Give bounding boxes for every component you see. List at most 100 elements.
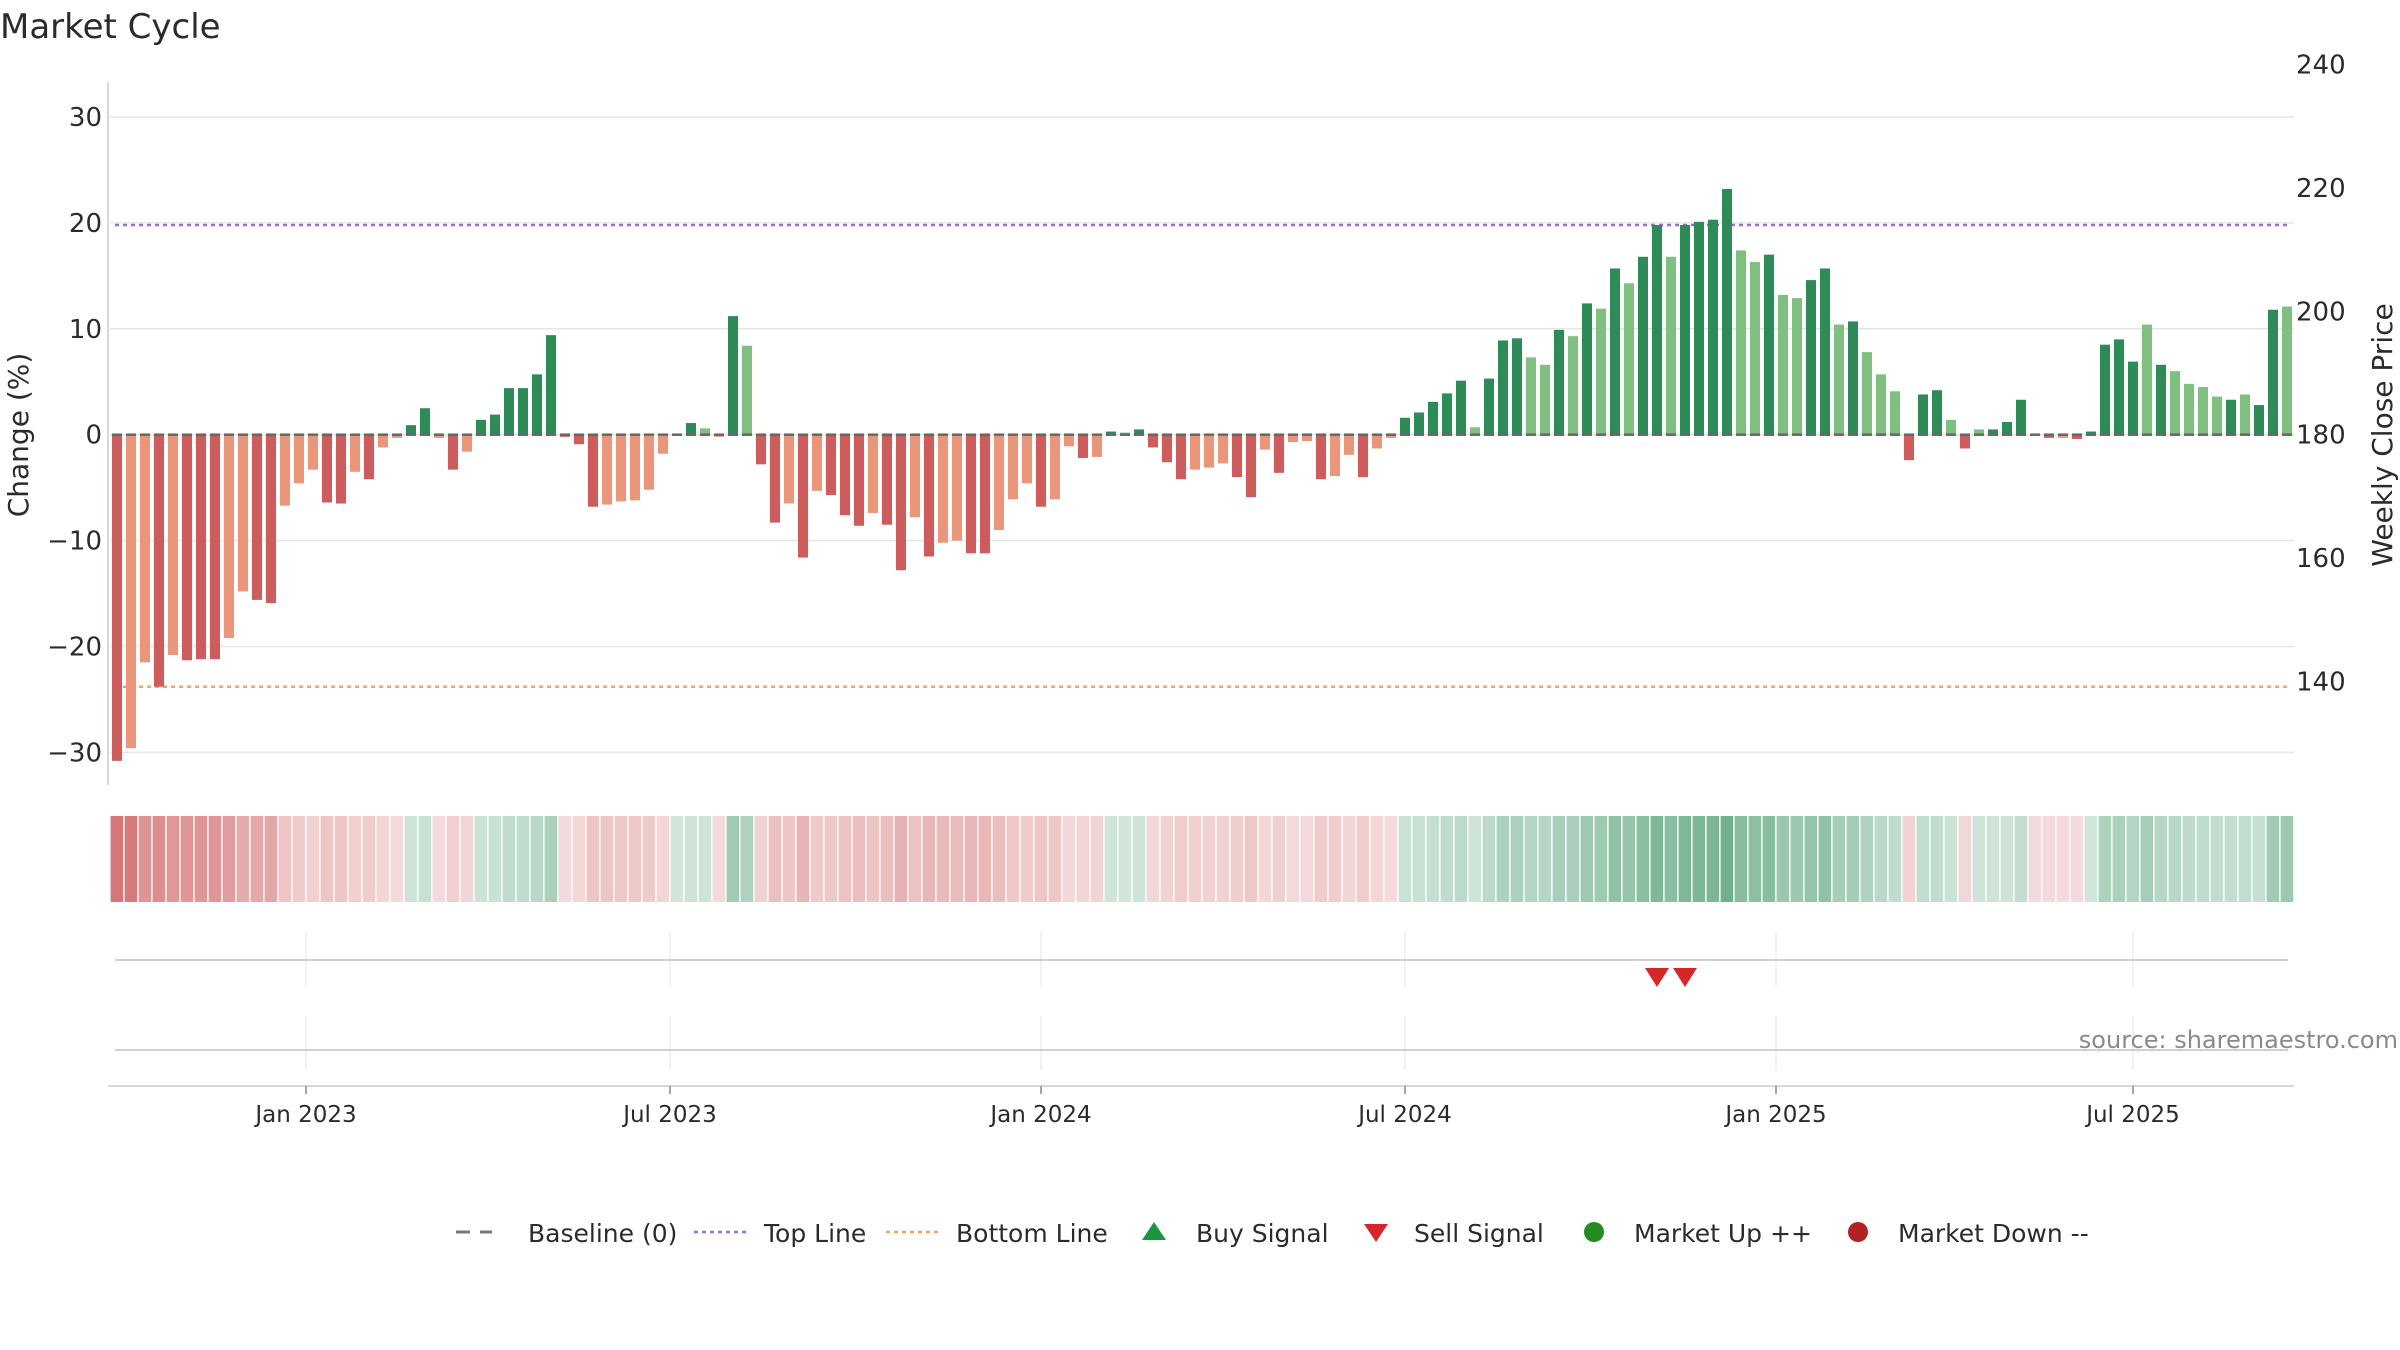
bar: [1539, 364, 1551, 435]
bar: [2113, 339, 2125, 435]
heat-cell: [1720, 816, 1734, 902]
bar: [797, 434, 809, 558]
x-tick-label: Jan 2024: [988, 1102, 1091, 1128]
bar: [531, 374, 543, 435]
bar: [587, 434, 599, 507]
heat-cell: [1930, 816, 1944, 902]
heat-cell: [950, 816, 964, 902]
heat-cell: [278, 816, 292, 902]
heat-cell: [810, 816, 824, 902]
heat-cell: [432, 816, 446, 902]
heat-cell: [138, 816, 152, 902]
bar: [1483, 378, 1495, 435]
legend: Baseline (0) Top Line Bottom Line Buy Signa…: [456, 1219, 2089, 1248]
x-tick-label: Jan 2023: [253, 1102, 356, 1128]
heat-cell: [600, 816, 614, 902]
heat-cell: [2126, 816, 2140, 902]
heat-cell: [2154, 816, 2168, 902]
heat-cell: [292, 816, 306, 902]
bar: [1427, 401, 1439, 435]
bar: [615, 434, 627, 502]
bar: [2071, 434, 2083, 439]
heat-cell: [1006, 816, 1020, 902]
heat-cell: [1300, 816, 1314, 902]
bar: [447, 434, 459, 470]
bar: [1973, 429, 1985, 435]
heat-cell: [1496, 816, 1510, 902]
heat-cell: [152, 816, 166, 902]
heat-cell: [110, 816, 124, 902]
heat-cell: [1818, 816, 1832, 902]
heat-cell: [2014, 816, 2028, 902]
heat-cell: [222, 816, 236, 902]
bar: [573, 434, 585, 445]
heat-cell: [1118, 816, 1132, 902]
heat-cell: [614, 816, 628, 902]
heat-cell: [558, 816, 572, 902]
bar: [839, 434, 851, 516]
heat-cell: [740, 816, 754, 902]
y-tick-label: 30: [69, 103, 102, 133]
chart-title: Market Cycle: [0, 7, 221, 47]
heat-cell: [194, 816, 208, 902]
heat-cell: [1958, 816, 1972, 902]
bar: [1875, 374, 1887, 435]
heat-cell: [1328, 816, 1342, 902]
bar: [1777, 294, 1789, 435]
bar: [923, 434, 935, 557]
bar: [727, 316, 739, 435]
heat-cell: [264, 816, 278, 902]
heat-cell: [1216, 816, 1230, 902]
heat-cell: [1608, 816, 1622, 902]
sell-signal-marker: [1645, 968, 1669, 987]
y2-tick-label: 220: [2296, 174, 2346, 204]
bar: [321, 434, 333, 503]
bar: [951, 434, 963, 541]
bar: [1861, 352, 1873, 435]
bar: [139, 434, 151, 663]
heat-cell: [1664, 816, 1678, 902]
heat-cell: [488, 816, 502, 902]
heat-cell: [1860, 816, 1874, 902]
bar: [1399, 417, 1411, 435]
heat-cell: [544, 816, 558, 902]
bar: [867, 434, 879, 514]
bar: [1385, 434, 1397, 438]
bar: [1049, 434, 1061, 500]
bar: [1357, 434, 1369, 478]
bar: [2267, 309, 2279, 435]
heat-cell: [1202, 816, 1216, 902]
legend-item-icon: [1364, 1224, 1388, 1242]
heat-cell: [348, 816, 362, 902]
bar: [1763, 254, 1775, 435]
heat-cell: [1020, 816, 1034, 902]
bar: [783, 434, 795, 504]
bar: [1917, 394, 1929, 435]
heat-cell: [2084, 816, 2098, 902]
heat-cell: [642, 816, 656, 902]
heat-cell: [1510, 816, 1524, 902]
y-axis-label: Change (%): [2, 353, 35, 518]
heat-cell: [2000, 816, 2014, 902]
heat-cell: [656, 816, 670, 902]
heat-cell: [2112, 816, 2126, 902]
heat-cell: [894, 816, 908, 902]
y2-tick-label: 160: [2296, 544, 2346, 574]
bar: [1203, 434, 1215, 468]
bar: [307, 434, 319, 470]
bar: [1189, 434, 1201, 470]
bar: [601, 434, 613, 505]
bar: [2141, 324, 2153, 435]
bar: [1819, 268, 1831, 435]
heat-cell: [1748, 816, 1762, 902]
heat-cell: [698, 816, 712, 902]
legend-label: Buy Signal: [1196, 1219, 1329, 1248]
y-tick-label: 10: [69, 315, 102, 345]
heat-cell: [1034, 816, 1048, 902]
bar: [2001, 421, 2013, 435]
bar: [335, 434, 347, 504]
heat-cell: [516, 816, 530, 902]
heat-cell: [1580, 816, 1594, 902]
bar: [1063, 434, 1075, 447]
